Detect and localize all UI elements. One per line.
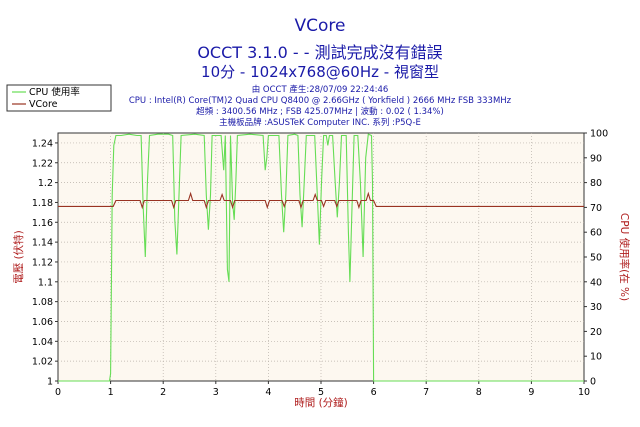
y-left-tick-label: 1.14 [32, 238, 53, 249]
y-right-tick-label: 40 [590, 277, 602, 288]
y-left-tick-label: 1.06 [32, 317, 53, 328]
y-left-tick-label: 1.04 [32, 337, 53, 348]
y-right-tick-label: 50 [590, 253, 602, 264]
y-right-tick-label: 80 [590, 178, 602, 189]
x-tick-label: 3 [213, 387, 219, 398]
y-right-tick-label: 20 [590, 327, 602, 338]
axis-ticks: 0 1 2 3 4 5 6 7 8 9 1011.021.041.061.081.11.121.14… [32, 129, 608, 399]
x-tick-label: 5 [318, 387, 324, 398]
legend: CPU 使用率 VCore [6, 84, 112, 112]
chart-title: VCore [294, 16, 346, 36]
x-tick-label: 8 [476, 387, 482, 398]
y-left-tick-label: 1.08 [32, 297, 53, 308]
y-left-tick-label: 1.18 [32, 198, 53, 209]
test-mode-subtitle: 10分 - 1024x768@60Hz - 視窗型 [201, 63, 439, 81]
y-left-tick-label: 1.1 [38, 277, 53, 288]
overclock-info: 超頻 : 3400.56 MHz ; FSB 425.07MHz | 波動 : … [196, 107, 444, 117]
x-tick-label: 7 [423, 387, 429, 398]
series-line-vcore [58, 191, 584, 210]
cpu-info: CPU : Intel(R) Core(TM)2 Quad CPU Q8400 … [128, 96, 512, 106]
y-right-tick-label: 100 [590, 129, 608, 140]
y-right-tick-label: 30 [590, 302, 602, 313]
legend-label-cpu-usage: CPU 使用率 [29, 86, 80, 98]
y-right-tick-label: 90 [590, 153, 602, 164]
y-left-tick-label: 1.24 [32, 138, 53, 149]
y-right-tick-label: 70 [590, 203, 602, 214]
grid-lines [58, 133, 584, 381]
y-axis-left-label: 電壓 (伏特) [12, 230, 25, 284]
y-axis-right-label: CPU 使用率(在 %) [618, 213, 631, 301]
y-right-tick-label: 0 [590, 377, 596, 388]
y-left-tick-label: 1.12 [32, 257, 53, 268]
x-tick-label: 6 [371, 387, 377, 398]
y-left-tick-label: 1 [47, 377, 53, 388]
legend-label-vcore: VCore [29, 99, 58, 110]
generated-timestamp: 由 OCCT 產生:28/07/09 22:24:46 [251, 85, 389, 95]
y-left-tick-label: 1.22 [32, 158, 53, 169]
series-line-cpu-usage [58, 133, 584, 382]
y-left-tick-label: 1.02 [32, 357, 53, 368]
y-left-tick-label: 1.16 [32, 218, 53, 229]
x-tick-label: 4 [265, 387, 271, 398]
x-tick-label: 2 [160, 387, 166, 398]
y-right-tick-label: 60 [590, 228, 602, 239]
x-tick-label: 0 [55, 387, 61, 398]
x-tick-label: 10 [578, 387, 590, 398]
x-tick-label: 9 [528, 387, 534, 398]
x-tick-label: 1 [108, 387, 114, 398]
test-status-subtitle: OCCT 3.1.0 - - 測試完成沒有錯誤 [197, 43, 443, 62]
motherboard-info: 主機板品牌 :ASUSTeK Computer INC. 系列 :P5Q-E [219, 118, 421, 128]
y-right-tick-label: 10 [590, 352, 602, 363]
y-left-tick-label: 1.2 [38, 178, 53, 189]
x-axis-label: 時間 (分鐘) [294, 396, 348, 409]
series-lines [58, 133, 584, 382]
legend-box [6, 84, 112, 112]
